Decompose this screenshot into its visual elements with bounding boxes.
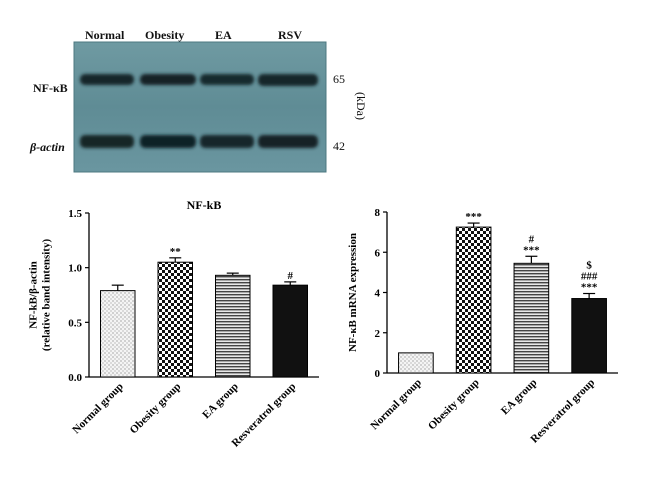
- y-tick-label: 2: [375, 328, 381, 340]
- bar-4: [571, 298, 607, 374]
- x-tick-label: Resveratrol group: [229, 381, 298, 450]
- row-label-nfkb: NF-κB: [33, 81, 68, 95]
- significance-label: #: [288, 270, 294, 282]
- significance-label: #: [529, 233, 535, 245]
- y-tick-label: 0.0: [68, 372, 82, 384]
- lane-label-obesity: Obesity: [145, 28, 185, 42]
- x-tick-label: EA group: [200, 381, 241, 422]
- kda-65: 65: [333, 72, 345, 86]
- significance-label: ###: [581, 271, 598, 283]
- bar-3: [215, 274, 251, 378]
- y-tick-label: 1.5: [68, 208, 82, 220]
- x-tick-label: Normal group: [70, 381, 126, 437]
- y-tick-label: 6: [375, 247, 381, 259]
- bar-4: [272, 284, 308, 378]
- chart-title: NF-kB: [187, 198, 222, 212]
- blot-image: [73, 41, 327, 173]
- bar-3: [513, 262, 550, 374]
- y-tick-label: 0: [375, 368, 381, 380]
- significance-label: ***: [465, 211, 482, 223]
- chart-nfkb-protein: 0.0 0.5 1.0 1.5 NF-kB NF-kB/β-actin(relative …: [28, 198, 319, 450]
- significance-label: ***: [581, 282, 598, 294]
- x-tick-label: Obesity group: [426, 377, 482, 433]
- significance-label: **: [170, 246, 182, 258]
- bar-2: [157, 261, 193, 378]
- y-axis-label: NF-kB/β-actin(relative band intensity): [28, 239, 53, 352]
- kda-42: 42: [333, 139, 345, 153]
- x-tick-label: Obesity group: [128, 381, 184, 437]
- row-label-beta-actin: β-actin: [30, 140, 65, 154]
- x-tick-label: Resveratrol group: [528, 377, 597, 446]
- y-tick-label: 8: [375, 207, 381, 219]
- lane-label-normal: Normal: [85, 28, 125, 42]
- y-axis-label: NF-κB mRNA expression: [347, 233, 359, 352]
- y-tick-label: 4: [375, 288, 381, 300]
- y-tick-label: 0.5: [68, 317, 82, 329]
- lane-label-rsv: RSV: [278, 28, 303, 42]
- significance-label: ***: [523, 244, 540, 256]
- chart-nfkb-mrna: 0 2 4 6 8 NF-κB mRNA expression Normal group **…: [347, 207, 618, 446]
- y-tick-label: 1.0: [68, 263, 82, 275]
- bar-2: [455, 226, 492, 374]
- significance-label: $: [586, 260, 592, 272]
- bar-1: [398, 352, 434, 374]
- x-tick-label: EA group: [499, 377, 540, 418]
- x-tick-label: Normal group: [368, 377, 424, 433]
- lane-label-ea: EA: [215, 28, 232, 42]
- bar-1: [100, 290, 136, 378]
